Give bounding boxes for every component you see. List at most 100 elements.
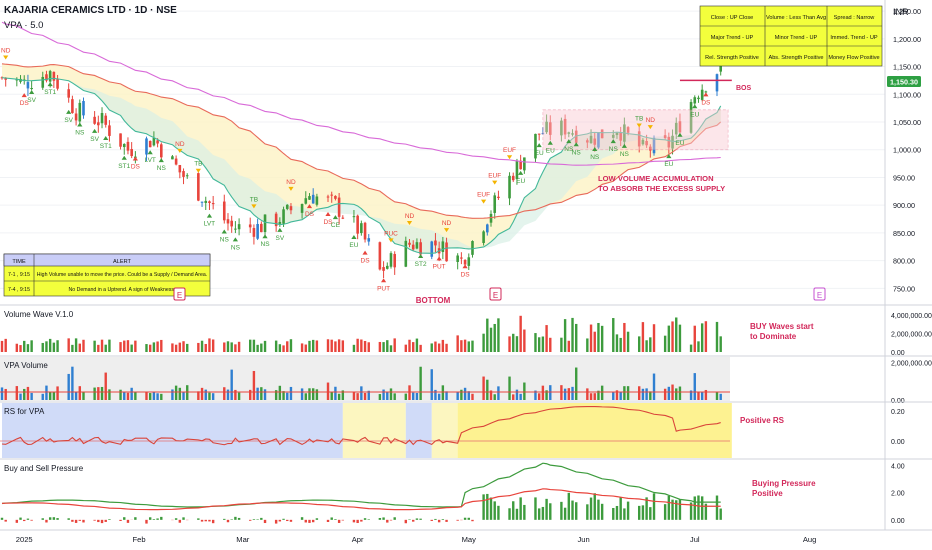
vpa-volume-bar: [356, 393, 359, 400]
indicator-title[interactable]: VPA · 5.0: [4, 20, 43, 31]
volume-wave-bar: [619, 337, 622, 352]
event-marker[interactable]: E: [173, 287, 186, 301]
pressure-bar: [93, 519, 96, 521]
vpa-volume-bar: [697, 392, 700, 400]
alert-text: No Demand in a Uptrend. A sign of Weakne…: [69, 287, 176, 293]
candle-body: [534, 133, 537, 159]
vpa-volume-bar: [208, 392, 211, 400]
candle-body: [626, 127, 630, 133]
vpa-volume-bar: [152, 391, 156, 400]
candle-body: [652, 137, 656, 154]
volume-wave-bar: [256, 344, 259, 352]
volume-wave-bar: [537, 337, 541, 352]
pressure-bar: [693, 496, 696, 520]
signal-label: NS: [157, 165, 167, 172]
vpa-volume-bar: [237, 392, 241, 400]
volume-wave-bar: [286, 341, 289, 352]
candle-body: [641, 139, 645, 145]
buying-pressure-annotation: Positive: [752, 489, 783, 498]
volume-wave-bar: [4, 338, 7, 352]
pressure-bar: [352, 519, 356, 523]
pane-title-rs[interactable]: RS for VPA: [4, 407, 45, 416]
candle-body: [352, 216, 356, 218]
signal-marker: [506, 155, 513, 160]
pane-title-pressure[interactable]: Buy and Sell Pressure: [4, 464, 84, 473]
symbol-title[interactable]: KAJARIA CERAMICS LTD · 1D · NSE: [4, 5, 177, 16]
status-cell: Volume : Less Than Avg: [766, 15, 826, 21]
pressure-bar: [19, 517, 22, 520]
candle-body: [126, 141, 130, 151]
vpa-volume-bar: [200, 387, 204, 400]
volume-wave-bar: [308, 340, 311, 352]
signal-label: ST1: [44, 89, 56, 96]
pressure-bar: [78, 519, 81, 521]
pressure-bar: [586, 504, 589, 520]
volume-wave-bar: [719, 336, 722, 352]
vpa-volume-bar: [460, 389, 463, 400]
candle-body: [619, 132, 622, 141]
vpa-volume-bar: [226, 389, 230, 400]
volume-wave-bar: [456, 335, 459, 352]
pressure-bar: [497, 505, 500, 520]
pressure-bar: [637, 505, 641, 520]
signal-label: NS: [564, 146, 574, 153]
candle-body: [367, 238, 371, 242]
pressure-bar: [134, 517, 137, 520]
signal-marker: [306, 204, 313, 209]
vpa-volume-bar: [352, 391, 356, 400]
pressure-bar: [237, 517, 241, 520]
signal-marker: [66, 109, 72, 114]
pressure-bar: [652, 493, 656, 520]
vpa-volume-bar: [330, 391, 333, 400]
candle-body: [674, 122, 678, 135]
candle-body: [574, 130, 578, 143]
pressure-bar: [178, 519, 182, 523]
volume-wave-bar: [649, 337, 652, 352]
volume-wave-bar: [82, 339, 85, 352]
vpa-volume-bar: [437, 393, 441, 400]
vpa-volume-bar: [700, 391, 704, 400]
vpa-volume-bar: [523, 382, 526, 400]
vpa-volume-bar: [378, 394, 382, 400]
vpa-volume-bar: [441, 385, 445, 400]
pane-title-vpa-volume[interactable]: VPA Volume: [4, 361, 48, 370]
vpa-volume-bar: [67, 373, 70, 400]
volume-wave-bar: [204, 343, 207, 352]
volume-wave-bar: [186, 343, 189, 352]
volume-wave-bar: [41, 342, 44, 352]
vpa-volume-bar: [508, 376, 511, 400]
candle-body: [519, 160, 522, 170]
candle-body: [260, 223, 263, 233]
signal-marker: [147, 150, 153, 155]
pressure-bar: [615, 505, 619, 520]
volume-wave-bar: [675, 317, 678, 352]
vpa-volume-bar: [430, 369, 433, 400]
vpa-volume-bar: [637, 386, 641, 400]
time-tick-label: Feb: [133, 535, 146, 544]
vpa-volume-bar: [156, 393, 159, 400]
pane-tick-label: 2,000,000.00: [891, 332, 932, 339]
candle-body: [197, 173, 200, 201]
volume-wave-bar: [515, 336, 519, 352]
event-marker[interactable]: E: [489, 287, 502, 301]
pane-title-volume-wave[interactable]: Volume Wave V.1.0: [4, 310, 74, 319]
pressure-bar: [263, 519, 267, 524]
vpa-volume-bar: [256, 387, 259, 400]
ribbon-inner: [2, 77, 721, 254]
pressure-bar: [382, 517, 385, 520]
pressure-bar: [223, 518, 226, 520]
candle-body: [497, 196, 500, 198]
pressure-bar: [663, 504, 667, 520]
event-marker[interactable]: E: [813, 287, 826, 301]
volume-wave-bar: [441, 339, 445, 352]
pressure-bar: [471, 519, 474, 522]
volume-wave-bar: [97, 344, 100, 352]
volume-wave-bar: [356, 338, 359, 352]
candle-body: [326, 196, 330, 198]
candle-body: [78, 102, 82, 122]
vpa-volume-bar: [486, 379, 489, 400]
volume-wave-bar: [26, 344, 30, 352]
pressure-bar: [675, 500, 678, 520]
volume-wave-bar: [378, 341, 382, 352]
